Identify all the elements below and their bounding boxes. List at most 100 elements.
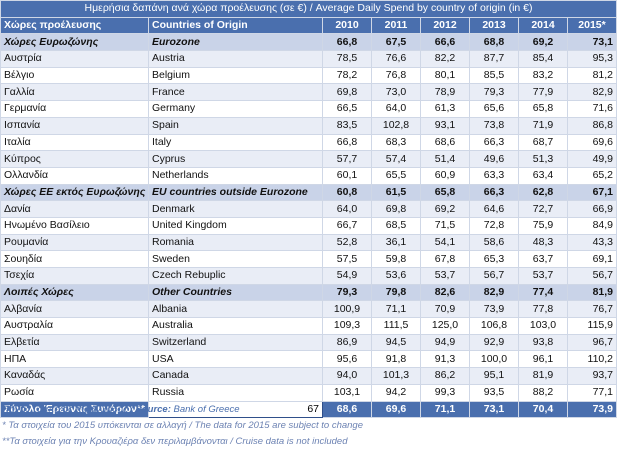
value-cell[interactable]: 72,8 [469, 216, 519, 235]
value-cell[interactable]: 63,3 [469, 166, 519, 185]
value-cell[interactable]: 66,3 [469, 133, 519, 152]
value-cell[interactable]: 79,3 [469, 83, 519, 102]
group-value-cell[interactable]: 66,6 [420, 33, 470, 52]
value-cell[interactable]: 43,3 [566, 233, 618, 252]
country-name-greek[interactable]: Αυστρία [0, 50, 149, 68]
value-cell[interactable]: 69,8 [322, 83, 372, 102]
value-cell[interactable]: 94,5 [371, 333, 421, 352]
value-cell[interactable]: 57,7 [322, 150, 372, 168]
country-name-english[interactable]: Belgium [148, 66, 323, 85]
group-value-cell[interactable]: 81,9 [566, 283, 618, 302]
value-cell[interactable]: 77,9 [518, 83, 568, 102]
value-cell[interactable]: 65,3 [469, 250, 519, 268]
header-cell-year[interactable]: 2012 [420, 16, 470, 35]
value-cell[interactable]: 69,1 [566, 250, 618, 268]
value-cell[interactable]: 78,2 [322, 66, 372, 85]
total-value-cell[interactable]: 73,1 [469, 400, 519, 419]
country-name-greek[interactable]: Βέλγιο [0, 66, 149, 85]
value-cell[interactable]: 64,6 [469, 200, 519, 218]
value-cell[interactable]: 95,1 [469, 367, 519, 385]
total-value-cell[interactable]: 71,1 [420, 400, 470, 419]
country-name-greek[interactable]: Σουηδία [0, 250, 149, 268]
group-value-cell[interactable]: 82,9 [469, 283, 519, 302]
value-cell[interactable]: 59,8 [371, 250, 421, 268]
group-value-cell[interactable]: 73,1 [566, 33, 618, 52]
country-name-english[interactable]: Germany [148, 100, 323, 118]
header-cell-year[interactable]: 2013 [469, 16, 519, 35]
value-cell[interactable]: 77,8 [518, 300, 568, 319]
country-name-english[interactable]: Switzerland [148, 333, 323, 352]
value-cell[interactable]: 53,7 [518, 267, 568, 285]
value-cell[interactable]: 71,9 [518, 116, 568, 135]
value-cell[interactable]: 96,1 [518, 350, 568, 369]
total-value-cell[interactable]: 70,4 [518, 400, 568, 419]
selected-cell[interactable]: 67 [148, 400, 323, 419]
group-value-cell[interactable]: 82,6 [420, 283, 470, 302]
value-cell[interactable]: 95,3 [566, 50, 618, 68]
value-cell[interactable]: 86,2 [420, 367, 470, 385]
country-name-english[interactable]: United Kingdom [148, 216, 323, 235]
value-cell[interactable]: 75,9 [518, 216, 568, 235]
group-name-english[interactable]: Eurozone [148, 33, 323, 52]
value-cell[interactable]: 81,9 [518, 367, 568, 385]
group-value-cell[interactable]: 79,8 [371, 283, 421, 302]
value-cell[interactable]: 76,8 [371, 66, 421, 85]
value-cell[interactable]: 115,9 [566, 317, 618, 335]
value-cell[interactable]: 64,0 [371, 100, 421, 118]
value-cell[interactable]: 125,0 [420, 317, 470, 335]
value-cell[interactable]: 57,4 [371, 150, 421, 168]
value-cell[interactable]: 72,7 [518, 200, 568, 218]
country-name-english[interactable]: Russia [148, 383, 323, 402]
country-name-greek[interactable]: Κύπρος [0, 150, 149, 168]
value-cell[interactable]: 93,5 [469, 383, 519, 402]
value-cell[interactable]: 106,8 [469, 317, 519, 335]
group-value-cell[interactable]: 68,8 [469, 33, 519, 52]
country-name-english[interactable]: Denmark [148, 200, 323, 218]
value-cell[interactable]: 69,6 [566, 133, 618, 152]
value-cell[interactable]: 66,9 [566, 200, 618, 218]
value-cell[interactable]: 73,9 [469, 300, 519, 319]
country-name-english[interactable]: Albania [148, 300, 323, 319]
value-cell[interactable]: 70,9 [420, 300, 470, 319]
group-name-greek[interactable]: Λοιπές Χώρες [0, 283, 149, 302]
value-cell[interactable]: 85,4 [518, 50, 568, 68]
value-cell[interactable]: 78,5 [322, 50, 372, 68]
value-cell[interactable]: 67,8 [420, 250, 470, 268]
value-cell[interactable]: 54,9 [322, 267, 372, 285]
value-cell[interactable]: 64,0 [322, 200, 372, 218]
header-cell-year[interactable]: 2010 [322, 16, 372, 35]
value-cell[interactable]: 83,2 [518, 66, 568, 85]
value-cell[interactable]: 66,5 [322, 100, 372, 118]
value-cell[interactable]: 65,6 [469, 100, 519, 118]
value-cell[interactable]: 84,9 [566, 216, 618, 235]
value-cell[interactable]: 100,0 [469, 350, 519, 369]
value-cell[interactable]: 85,5 [469, 66, 519, 85]
group-value-cell[interactable]: 67,1 [566, 183, 618, 202]
value-cell[interactable]: 77,1 [566, 383, 618, 402]
value-cell[interactable]: 71,1 [371, 300, 421, 319]
group-value-cell[interactable]: 77,4 [518, 283, 568, 302]
value-cell[interactable]: 49,9 [566, 150, 618, 168]
country-name-english[interactable]: USA [148, 350, 323, 369]
country-name-greek[interactable]: Ρουμανία [0, 233, 149, 252]
country-name-english[interactable]: Romania [148, 233, 323, 252]
country-name-english[interactable]: Canada [148, 367, 323, 385]
value-cell[interactable]: 91,8 [371, 350, 421, 369]
value-cell[interactable]: 73,8 [469, 116, 519, 135]
country-name-english[interactable]: Italy [148, 133, 323, 152]
value-cell[interactable]: 61,3 [420, 100, 470, 118]
country-name-greek[interactable]: Αυστραλία [0, 317, 149, 335]
group-name-english[interactable]: Other Countries [148, 283, 323, 302]
value-cell[interactable]: 52,8 [322, 233, 372, 252]
value-cell[interactable]: 65,5 [371, 166, 421, 185]
value-cell[interactable]: 99,3 [420, 383, 470, 402]
value-cell[interactable]: 48,3 [518, 233, 568, 252]
total-value-cell[interactable]: 69,6 [371, 400, 421, 419]
value-cell[interactable]: 102,8 [371, 116, 421, 135]
value-cell[interactable]: 68,3 [371, 133, 421, 152]
value-cell[interactable]: 56,7 [566, 267, 618, 285]
header-cell-greek[interactable]: Χώρες προέλευσης [0, 16, 149, 35]
value-cell[interactable]: 86,9 [322, 333, 372, 352]
value-cell[interactable]: 86,8 [566, 116, 618, 135]
country-name-greek[interactable]: Ηνωμένο Βασίλειο [0, 216, 149, 235]
